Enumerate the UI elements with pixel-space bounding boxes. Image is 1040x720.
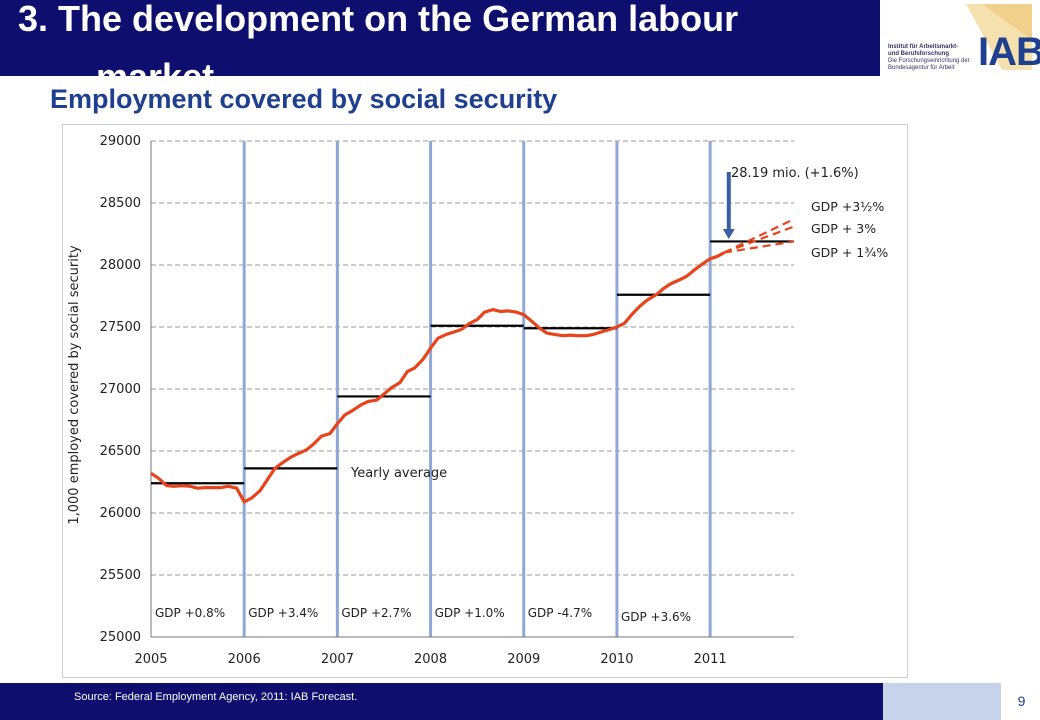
footer-bar: Source: Federal Employment Agency, 2011:…: [0, 683, 883, 720]
gdp-label: GDP -4.7%: [528, 606, 592, 620]
annotation-arrowhead: [722, 228, 735, 239]
x-tick-label: 2008: [414, 652, 447, 667]
forecast-line: [723, 218, 795, 254]
logo-line3: Die Forschungseinrichtung der: [888, 58, 970, 64]
y-tick-label: 28500: [100, 196, 141, 211]
logo-wordmark: IAB: [978, 30, 1040, 74]
x-tick-label: 2009: [507, 652, 540, 667]
forecast-label: GDP + 1¾%: [811, 245, 888, 260]
footer-accent: [883, 683, 1001, 720]
forecast-line: [723, 240, 795, 254]
x-tick-label: 2010: [600, 652, 633, 667]
x-tick-label: 2005: [134, 652, 167, 667]
iab-logo: Institut für Arbeitsmarkt- und Berufsfor…: [882, 0, 1040, 80]
slide-title-line2: market: [18, 48, 868, 76]
iab-logo-mark: [966, 4, 1032, 70]
y-tick-label: 27000: [100, 382, 141, 397]
gdp-label: GDP +3.4%: [248, 606, 318, 620]
y-tick-label: 27500: [100, 320, 141, 335]
forecast-line: [723, 225, 795, 254]
page-number: 9: [1003, 683, 1040, 720]
y-tick-label: 25000: [100, 630, 141, 645]
logo-line4: Bundesagentur für Arbeit: [888, 65, 955, 71]
x-tick-label: 2007: [321, 652, 354, 667]
y-tick-label: 26500: [100, 444, 141, 459]
slide-title: 3. The development on the German labour …: [18, 0, 868, 76]
employment-chart: 25000 25500 26000 26500 27000 27500 28000 28500…: [67, 134, 888, 667]
yearly-average-label: Yearly average: [350, 466, 447, 481]
gdp-label: GDP +1.0%: [435, 606, 505, 620]
y-tick-label: 29000: [100, 134, 141, 149]
chart-area: 25000 25500 26000 26500 27000 27500 28000 28500…: [62, 124, 908, 678]
y-axis-title: 1,000 employed covered by social securit…: [67, 245, 82, 525]
annotation-label: 28.19 mio. (+1.6%): [731, 166, 859, 181]
x-tick-label: 2006: [228, 652, 261, 667]
gdp-label: GDP +2.7%: [341, 606, 411, 620]
title-bar: 3. The development on the German labour …: [0, 0, 880, 76]
iab-logo-text: Institut für Arbeitsmarkt- und Berufsfor…: [888, 44, 972, 72]
x-tick-label: 2011: [694, 652, 727, 667]
gdp-label: GDP +3.6%: [621, 610, 691, 624]
logo-line1: Institut für Arbeitsmarkt-: [888, 44, 959, 50]
source-note: Source: Federal Employment Agency, 2011:…: [74, 691, 358, 703]
y-tick-label: 25500: [100, 568, 141, 583]
logo-line2: und Berufsforschung: [888, 51, 949, 57]
employment-series-line: [150, 251, 725, 504]
forecast-label: GDP + 3%: [811, 221, 876, 236]
y-tick-label: 28000: [100, 258, 141, 273]
forecast-label: GDP +3½%: [811, 199, 884, 214]
gdp-label: GDP +0.8%: [155, 606, 225, 620]
y-tick-label: 26000: [100, 506, 141, 521]
slide-title-line1: 3. The development on the German labour: [18, 0, 739, 39]
chart-subtitle: Employment covered by social security: [50, 84, 558, 114]
